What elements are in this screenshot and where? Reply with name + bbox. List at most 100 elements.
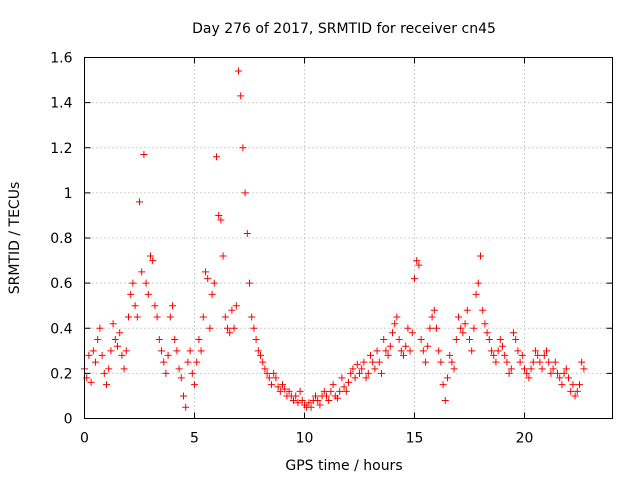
data-point: [514, 347, 522, 355]
data-point: [122, 347, 130, 355]
data-point: [114, 342, 121, 350]
data-point: [477, 252, 484, 260]
data-point: [358, 365, 366, 373]
data-point: [87, 378, 95, 386]
data-point: [457, 324, 465, 332]
data-point: [448, 358, 456, 366]
data-point: [549, 365, 557, 373]
data-point: [371, 365, 379, 373]
data-point: [507, 365, 515, 373]
data-point: [435, 347, 443, 355]
data-point: [351, 374, 359, 382]
data-point: [129, 279, 137, 287]
data-point: [197, 347, 205, 355]
data-point: [217, 216, 225, 224]
data-point: [180, 392, 187, 400]
data-point: [373, 347, 381, 355]
data-point: [430, 306, 438, 314]
data-point: [138, 268, 146, 276]
data-point: [312, 392, 319, 400]
data-point: [345, 378, 352, 386]
x-tick-label: 5: [190, 431, 199, 447]
x-tick-label: 15: [406, 431, 424, 447]
data-point: [268, 381, 275, 389]
data-point: [525, 374, 533, 382]
data-point: [562, 365, 570, 373]
data-point: [151, 302, 159, 310]
data-point: [202, 268, 209, 276]
y-tick-label: 1: [64, 186, 73, 202]
data-point: [274, 383, 282, 391]
data-point: [215, 211, 223, 219]
data-point: [149, 257, 157, 265]
data-point: [455, 313, 462, 321]
data-point: [521, 365, 528, 373]
data-point: [580, 365, 588, 373]
data-point: [380, 336, 388, 344]
data-point: [144, 290, 152, 298]
data-point: [235, 67, 242, 75]
data-point: [89, 347, 97, 355]
data-point: [133, 313, 141, 321]
data-point: [362, 374, 370, 382]
data-point: [417, 336, 425, 344]
data-point: [239, 144, 247, 152]
data-point: [323, 392, 330, 400]
data-point: [230, 324, 238, 332]
data-point: [224, 324, 231, 332]
data-point: [450, 365, 458, 373]
data-point: [419, 347, 427, 355]
data-point: [356, 369, 363, 377]
data-points: [81, 67, 588, 411]
data-point: [237, 92, 245, 100]
data-point: [378, 369, 385, 377]
data-point: [160, 358, 168, 366]
data-point: [578, 358, 586, 366]
data-point: [226, 329, 234, 337]
data-point: [131, 302, 139, 310]
data-point: [543, 347, 550, 355]
y-tick-label: 1.2: [50, 141, 72, 157]
data-point: [265, 374, 273, 382]
data-point: [538, 365, 546, 373]
data-point: [219, 252, 227, 260]
data-point: [386, 342, 394, 350]
data-point: [177, 374, 185, 382]
data-point: [560, 369, 568, 377]
data-point: [120, 365, 128, 373]
data-point: [94, 336, 102, 344]
data-point: [279, 381, 286, 389]
data-point: [415, 261, 423, 269]
data-point: [340, 383, 348, 391]
data-point: [424, 342, 432, 350]
data-point: [127, 290, 135, 298]
data-point: [140, 151, 148, 159]
data-point: [534, 351, 542, 359]
y-tick-label: 0.6: [50, 276, 72, 292]
data-point: [567, 387, 575, 395]
data-point: [529, 358, 537, 366]
data-point: [441, 396, 449, 404]
x-tick-label: 0: [80, 431, 89, 447]
grid-lines: [84, 57, 613, 419]
data-point: [169, 302, 176, 310]
data-point: [569, 381, 577, 389]
data-point: [349, 365, 357, 373]
data-point: [347, 369, 355, 377]
data-point: [336, 387, 344, 395]
data-point: [327, 387, 335, 395]
data-point: [463, 306, 471, 314]
data-point: [540, 351, 548, 359]
y-axis-label: SRMTID / TECUs: [7, 182, 23, 295]
data-point: [329, 381, 337, 389]
data-point: [516, 358, 524, 366]
data-point: [98, 351, 106, 359]
data-point: [96, 324, 104, 332]
data-point: [272, 374, 280, 382]
data-point: [353, 360, 361, 368]
data-point: [195, 336, 203, 344]
data-point: [334, 394, 341, 402]
data-point: [545, 358, 553, 366]
data-point: [382, 347, 390, 355]
data-point: [437, 358, 445, 366]
